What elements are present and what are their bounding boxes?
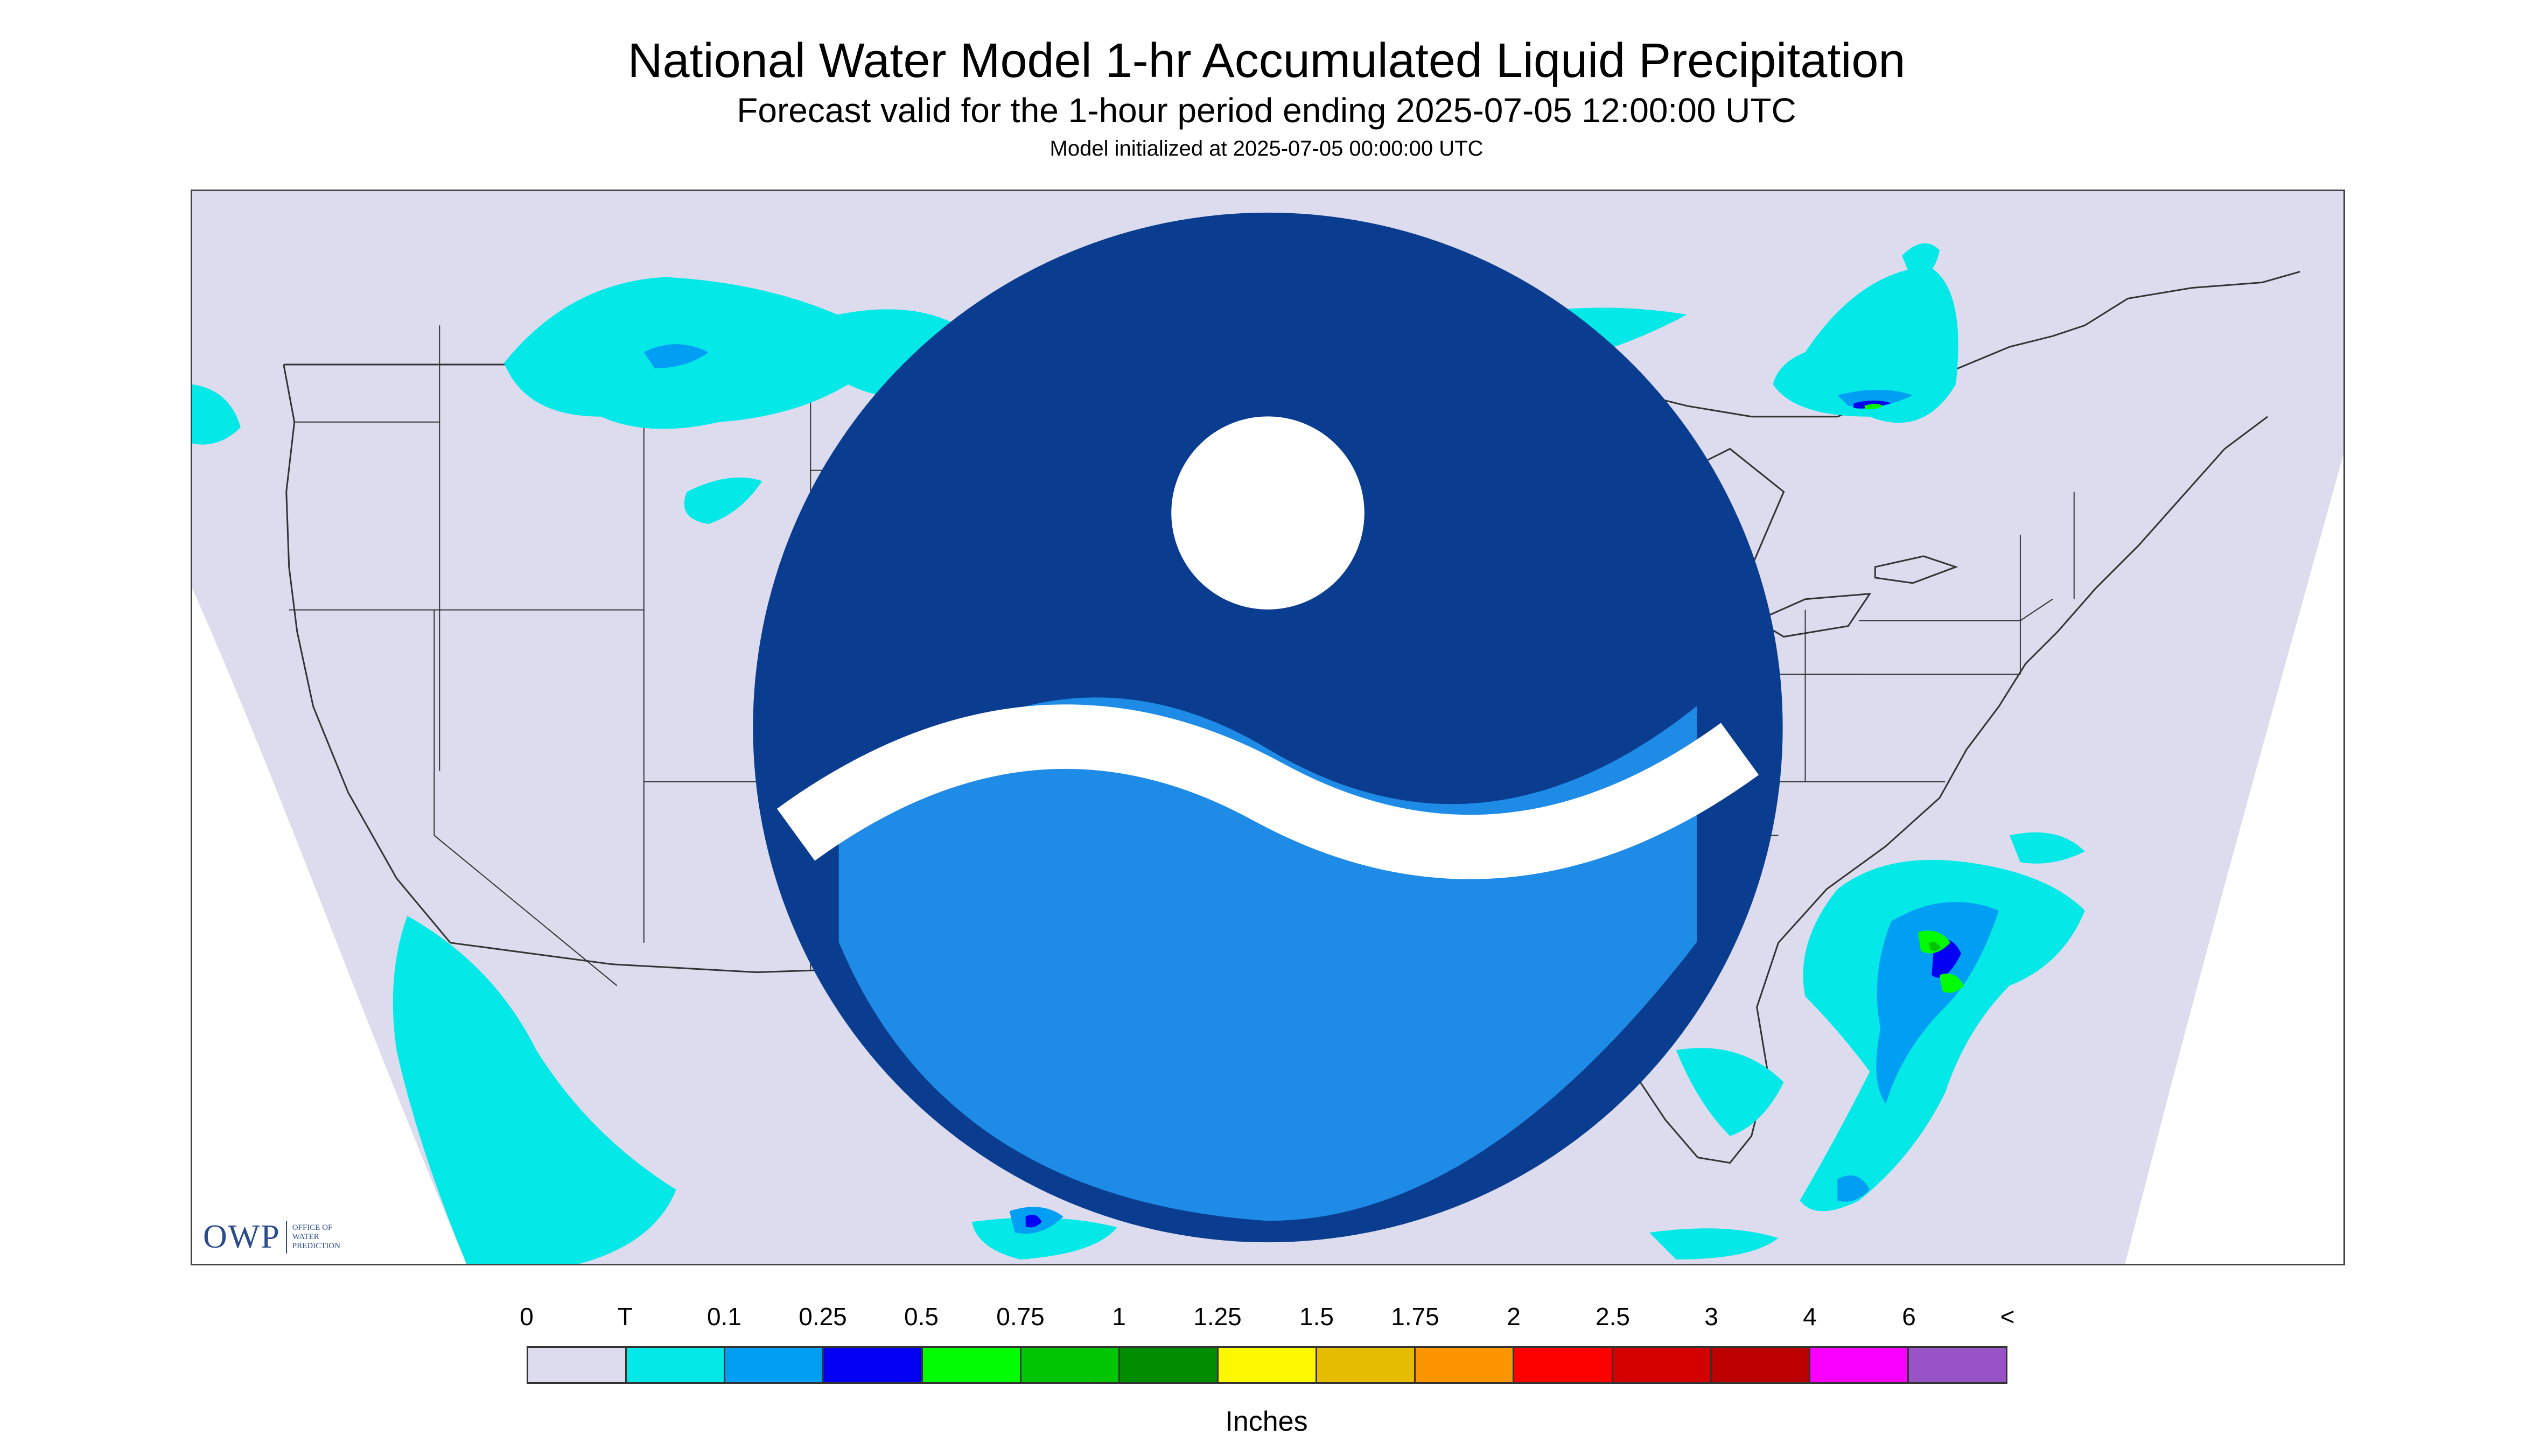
legend-tick-label: 3	[1704, 1303, 1718, 1331]
legend-tick-label: <	[2000, 1303, 2015, 1331]
legend-swatch	[1416, 1348, 1515, 1382]
legend-tick-label: 6	[1902, 1303, 1916, 1331]
legend-units: Inches	[1225, 1406, 1308, 1437]
legend-tick-label: 0.25	[799, 1303, 847, 1331]
legend-tick-label: 4	[1803, 1303, 1817, 1331]
owp-logo-mark: OWP	[203, 1219, 281, 1255]
legend-swatch	[1908, 1348, 2006, 1382]
legend-tick-label: 1.5	[1299, 1303, 1334, 1331]
precip-heavy	[1864, 403, 1964, 993]
legend-swatch	[922, 1348, 1021, 1382]
legend-tick-label: 2	[1507, 1303, 1521, 1331]
legend-tick-label: 0	[520, 1303, 534, 1331]
owp-logo-divider	[285, 1221, 287, 1254]
legend-tick-label: 1.25	[1193, 1303, 1242, 1331]
legend-tick-label: T	[617, 1303, 633, 1331]
owp-logo-line: OFFICE OF	[292, 1223, 333, 1232]
owp-logo-words: OFFICE OF WATER PREDICTION	[292, 1223, 340, 1251]
legend-tick-label: 0.5	[904, 1303, 939, 1331]
legend-swatch	[1711, 1348, 1810, 1382]
precip-heavier	[1929, 942, 1941, 951]
noaa-logo-icon	[753, 212, 1783, 1243]
legend-tick-label: 1.75	[1391, 1303, 1439, 1331]
legend-swatch	[1810, 1348, 1909, 1382]
precipitation-map: OWP OFFICE OF WATER PREDICTION	[191, 190, 2345, 1265]
color-legend	[527, 1346, 2007, 1384]
legend-swatch	[1613, 1348, 1712, 1382]
legend-swatch	[725, 1348, 824, 1382]
model-init-text: Model initialized at 2025-07-05 00:00:00…	[1049, 137, 1484, 160]
legend-tick-label: 0.1	[707, 1303, 741, 1331]
legend-swatch	[1218, 1348, 1318, 1382]
legend-swatch	[1119, 1348, 1219, 1382]
legend-tick-label: 1	[1112, 1303, 1126, 1331]
legend-tick-label: 2.5	[1596, 1303, 1630, 1331]
owp-logo: OWP OFFICE OF WATER PREDICTION	[203, 1218, 340, 1256]
forecast-valid-subtitle: Forecast valid for the 1-hour period end…	[737, 91, 1796, 130]
legend-swatch	[1317, 1348, 1416, 1382]
owp-logo-line: WATER	[292, 1233, 319, 1241]
owp-logo-line: PREDICTION	[292, 1242, 340, 1250]
legend-swatch	[1021, 1348, 1120, 1382]
map-title: National Water Model 1-hr Accumulated Li…	[627, 34, 1906, 88]
legend-swatch	[627, 1348, 726, 1382]
legend-tick-label: 0.75	[996, 1303, 1045, 1331]
legend-swatch	[824, 1348, 923, 1382]
legend-swatch	[528, 1348, 627, 1382]
legend-swatch	[1514, 1348, 1613, 1382]
